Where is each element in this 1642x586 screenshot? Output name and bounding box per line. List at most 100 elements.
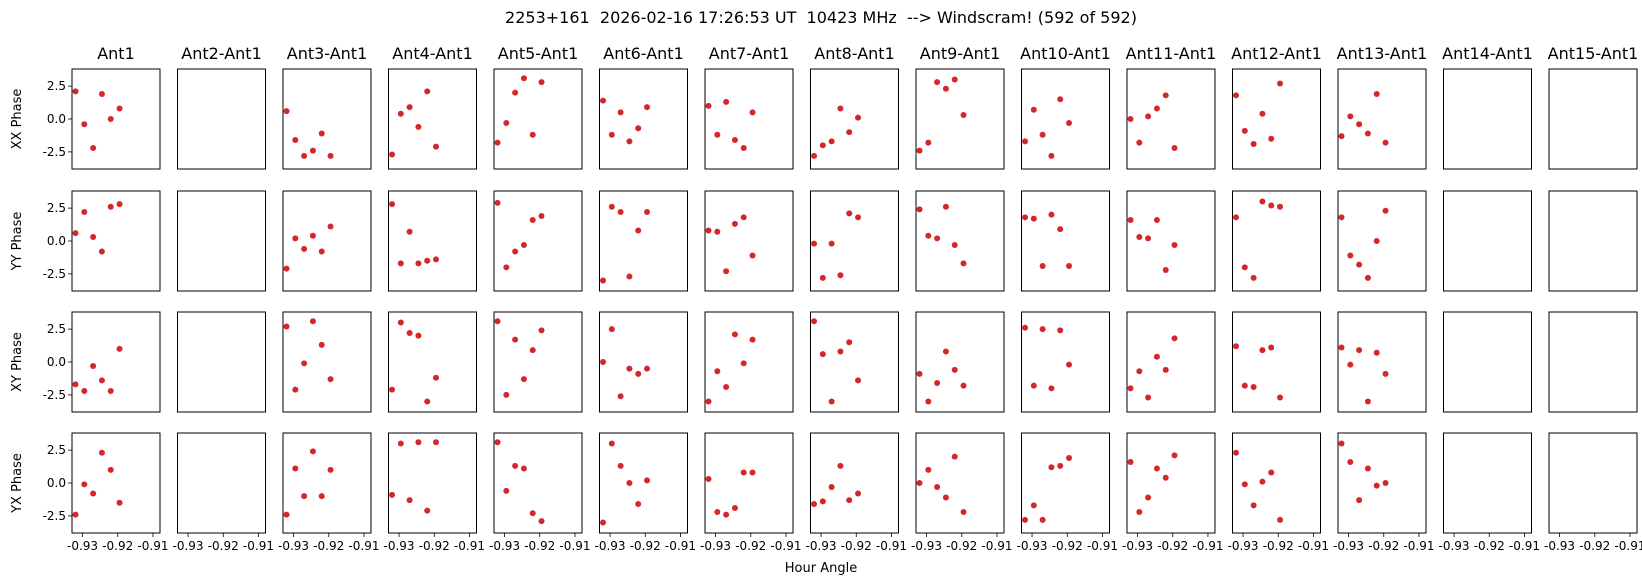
data-point (828, 483, 835, 490)
data-point (433, 439, 440, 446)
data-point (309, 147, 316, 154)
data-point (529, 216, 536, 223)
data-point (749, 109, 756, 116)
x-tick-label: -0.93 (911, 539, 942, 553)
y-tick-label: -2.5 (43, 267, 66, 281)
data-point (1039, 263, 1046, 269)
data-point (512, 248, 519, 255)
data-point (837, 462, 844, 469)
data-point (520, 75, 527, 82)
x-tick-label: -0.93 (1122, 539, 1153, 553)
data-point (1233, 449, 1240, 456)
data-point (1030, 215, 1037, 222)
x-tick-label: -0.93 (1333, 539, 1364, 553)
data-point (1356, 347, 1363, 354)
data-point (520, 241, 527, 248)
data-point (1162, 92, 1169, 99)
data-point (960, 112, 967, 119)
data-point (626, 480, 633, 486)
data-point (116, 345, 123, 352)
data-point (494, 439, 501, 446)
data-point (1364, 130, 1371, 137)
data-point (406, 330, 413, 337)
data-point (1022, 516, 1029, 523)
data-point (1364, 398, 1371, 405)
data-point (635, 370, 642, 377)
data-point (1259, 478, 1266, 485)
data-point (714, 131, 721, 138)
y-tick-label: -2.5 (43, 509, 66, 523)
panel-frame (1443, 68, 1532, 170)
data-point (503, 264, 510, 271)
panel-frame (71, 68, 161, 170)
data-point (1039, 516, 1046, 523)
data-point (1022, 214, 1029, 221)
data-point (98, 449, 105, 456)
data-point (1364, 274, 1371, 281)
data-point (1233, 343, 1240, 350)
data-point (749, 252, 756, 259)
data-point (1250, 141, 1257, 147)
data-point (1233, 214, 1240, 221)
x-tick-label: -0.93 (595, 539, 626, 553)
data-point (327, 466, 334, 473)
data-point (389, 491, 396, 498)
data-point (740, 144, 747, 151)
panel-frame (599, 311, 688, 413)
column-title: Ant8-Ant1 (814, 44, 895, 63)
data-point (731, 220, 738, 227)
panel-frame (1337, 432, 1427, 534)
data-point (1039, 131, 1046, 138)
panel-frame (493, 432, 583, 534)
column-title: Ant6-Ant1 (603, 44, 684, 63)
panel-frame (1443, 432, 1532, 534)
data-point (1373, 238, 1380, 244)
data-point (705, 476, 712, 483)
data-point (98, 91, 105, 97)
data-point (1030, 382, 1037, 389)
data-point (1171, 241, 1178, 248)
x-tick-label: -0.92 (524, 539, 555, 553)
data-point (951, 366, 958, 373)
data-point (301, 152, 308, 159)
panel-frame (177, 68, 266, 170)
data-point (1153, 105, 1160, 112)
x-tick-label: -0.93 (1017, 539, 1048, 553)
data-point (1127, 385, 1134, 392)
y-tick-label: 2.5 (47, 201, 66, 215)
data-point (644, 209, 651, 216)
panel-frame (177, 311, 266, 413)
data-point (1039, 326, 1046, 333)
column-title: Ant14-Ant1 (1442, 44, 1533, 63)
row-label: XX Phase (10, 89, 25, 150)
y-tick-label: 2.5 (47, 79, 66, 93)
panel-frame (282, 190, 372, 292)
x-tick-label: -0.91 (454, 539, 485, 553)
data-point (1373, 482, 1380, 489)
panel-frame (493, 190, 583, 292)
data-point (740, 360, 747, 367)
data-point (925, 139, 932, 146)
data-point (318, 248, 325, 255)
data-point (705, 227, 712, 234)
data-point (1127, 458, 1134, 465)
data-point (855, 377, 862, 384)
panel-frame (1021, 68, 1110, 170)
data-point (942, 348, 949, 355)
data-point (749, 469, 756, 476)
data-point (811, 318, 818, 325)
x-tick-label: -0.91 (348, 539, 379, 553)
data-point (72, 88, 79, 95)
panel-frame (1337, 68, 1427, 170)
data-point (1338, 344, 1345, 351)
panel-frame (388, 68, 477, 170)
data-point (951, 76, 958, 83)
panel-frame (1337, 311, 1427, 413)
data-point (1022, 324, 1029, 331)
data-point (1048, 211, 1055, 218)
data-point (1048, 152, 1055, 159)
x-tick-label: -0.92 (102, 539, 133, 553)
data-point (1373, 91, 1380, 97)
data-point (520, 376, 527, 383)
data-point (1057, 462, 1064, 469)
